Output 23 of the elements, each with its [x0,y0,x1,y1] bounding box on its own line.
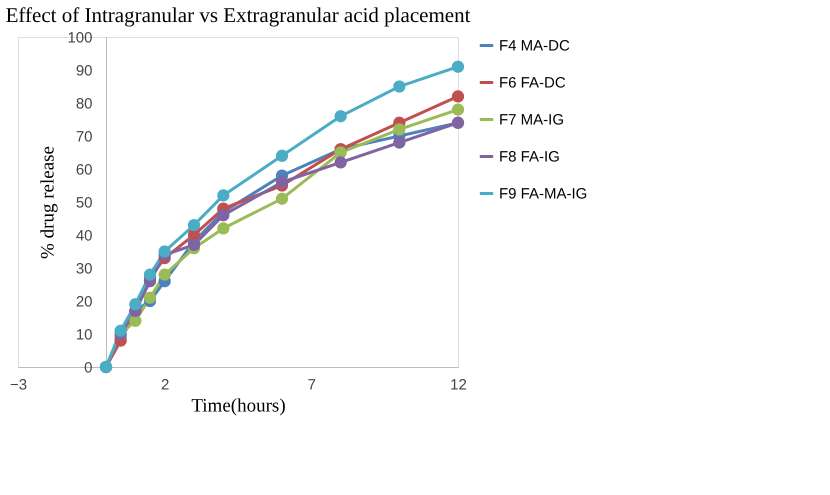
y-tick-label: 10 [76,326,92,344]
x-tick-label: 12 [450,376,467,394]
x-tick-label: 2 [160,376,170,394]
y-tick-label: 40 [76,228,92,244]
y-tick-label: 20 [76,294,92,310]
y-tick-label: 50 [76,194,92,212]
y-tick-label: 0 [84,360,92,376]
y-tick-label: 30 [76,260,92,278]
legend-label: F4 MA-DC [499,38,570,54]
y-tick-label: 70 [76,128,92,146]
x-axis-title: Time(hours) [191,396,286,416]
y-tick-label: 90 [76,62,92,80]
y-tick-label: 80 [76,96,92,112]
y-axis-title: % drug release [37,146,58,259]
legend-label: F9 FA-MA-IG [499,186,588,202]
legend-label: F6 FA-DC [499,74,566,92]
legend-label: F8 FA-IG [499,148,560,166]
chart-title: Effect of Intragranular vs Extragranular acid placement [6,3,471,27]
x-tick-label: 7 [308,376,316,394]
y-tick-label: 100 [67,30,92,46]
y-tick-label: 60 [76,162,92,178]
x-tick-label: −3 [10,376,28,394]
legend-label: F7 MA-IG [499,112,564,128]
